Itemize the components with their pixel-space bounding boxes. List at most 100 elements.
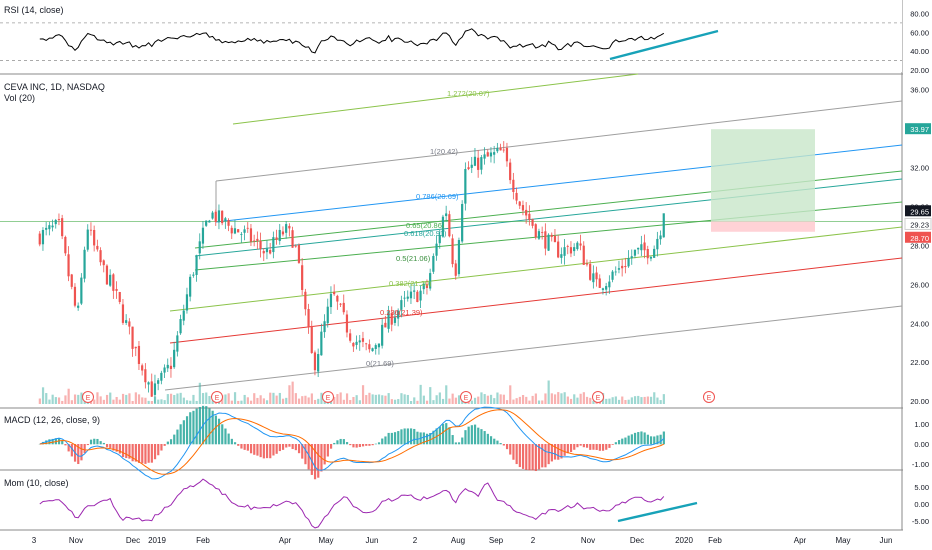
candle-body	[345, 314, 349, 333]
macd-histogram-bar	[358, 444, 361, 448]
candle-body	[301, 265, 304, 290]
volume-bar	[470, 400, 473, 404]
candle-body	[598, 278, 601, 288]
candle-body	[438, 235, 441, 244]
macd-histogram-bar	[569, 444, 573, 453]
volume-bar	[576, 397, 579, 404]
candle-body	[509, 162, 512, 181]
volume-bar	[54, 397, 57, 404]
volume-bar	[518, 396, 521, 404]
volume-bar	[611, 397, 614, 404]
candle-body	[515, 192, 518, 201]
volume-bar	[205, 392, 208, 404]
volume-bar	[61, 400, 64, 404]
candle-body	[333, 291, 336, 295]
candle-body	[525, 209, 528, 216]
macd-histogram-bar	[451, 435, 454, 445]
candle-body	[355, 341, 358, 345]
grid-lines	[0, 0, 932, 531]
volume-bar	[371, 394, 374, 404]
macd-histogram-bar	[48, 439, 51, 445]
volume-bar	[275, 395, 278, 404]
volume-bar	[505, 400, 509, 404]
earnings-marker-icon	[703, 391, 715, 403]
fib-label: 1(20.42)	[430, 147, 458, 156]
candle-body	[496, 147, 499, 152]
macd-histogram-bar	[400, 429, 403, 445]
candle-body	[189, 276, 192, 297]
volume-bar	[272, 392, 275, 404]
volume-bar	[563, 392, 566, 404]
price-panel[interactable]: 1.272(20.07) 1(20.42) 0.786(20.69) 0.65(20.…	[0, 73, 903, 404]
volume-bar	[541, 400, 544, 404]
price-tick: 26.00	[910, 280, 929, 289]
candle-body	[445, 213, 448, 217]
volume-bar	[243, 394, 246, 404]
candle-body	[243, 229, 246, 233]
time-label: Apr	[794, 536, 807, 545]
candle-body	[553, 235, 557, 243]
macd-histogram-bar	[605, 444, 608, 450]
macd-panel[interactable]: MACD (12, 26, close, 9)	[4, 405, 665, 480]
macd-histogram-bar	[477, 427, 480, 445]
stop-zone[interactable]	[711, 221, 815, 232]
candle-body	[617, 268, 621, 270]
time-axis[interactable]: 3 Nov Dec 2019 Feb Apr May Jun 2 Aug Sep 2 Nov Dec 202…	[32, 536, 893, 545]
candle-body	[493, 152, 496, 155]
macd-histogram-bar	[339, 438, 342, 445]
candle-body	[464, 169, 467, 204]
fib-channel[interactable]	[0, 73, 903, 391]
volume-bar	[528, 400, 531, 404]
macd-histogram-bar	[77, 444, 80, 465]
macd-histogram-bar	[301, 444, 304, 459]
volume-bar	[621, 396, 624, 404]
macd-histogram-bar	[118, 444, 121, 454]
candle-body	[182, 310, 185, 321]
candle-body	[579, 243, 582, 246]
candle-body	[413, 290, 416, 292]
volume-bar	[425, 400, 429, 404]
macd-histogram-bar	[185, 416, 189, 445]
volume-bar	[473, 397, 477, 404]
candle-body	[205, 220, 208, 226]
macd-histogram-bar	[211, 410, 214, 445]
price-tick: 20.00	[910, 397, 929, 406]
price-scale[interactable]: 80.0060.0040.0020.0036.0034.0032.0030.00…	[903, 0, 932, 550]
momentum-panel[interactable]: Mom (10, close)	[4, 478, 698, 529]
macd-histogram-bar	[189, 412, 192, 445]
volume-bar	[99, 396, 102, 404]
volume-bar	[349, 399, 352, 404]
macd-histogram-bar	[285, 444, 288, 448]
macd-histogram-bar	[169, 439, 173, 445]
macd-histogram-bar	[89, 439, 93, 445]
momentum-tick: 0.00	[914, 500, 929, 509]
rsi-panel[interactable]: RSI (14, close)	[0, 0, 902, 72]
volume-bar	[659, 400, 662, 404]
target-zone[interactable]	[711, 129, 815, 222]
macd-histogram-bar	[243, 444, 246, 450]
volume-bar	[67, 388, 70, 404]
macd-histogram-bar	[640, 431, 643, 445]
macd-histogram-bar	[70, 444, 73, 457]
price-badge	[905, 231, 931, 243]
candle-body	[288, 225, 291, 229]
volume-bar	[486, 395, 489, 404]
candle-body	[611, 271, 614, 280]
macd-histogram-bar	[105, 444, 109, 448]
volume-bar	[70, 400, 73, 404]
fib-label: 0.786(20.69)	[416, 192, 459, 201]
volume-bar	[141, 397, 144, 404]
volume-bar	[352, 396, 355, 404]
volume-bar	[169, 393, 173, 404]
macd-histogram-bar	[429, 433, 432, 445]
macd-histogram-bar	[576, 444, 579, 448]
volume-bar	[550, 393, 553, 404]
candle-body	[502, 149, 505, 151]
price-tick: 24.00	[910, 319, 929, 328]
volume-bar	[278, 392, 281, 404]
candle-body	[643, 242, 646, 251]
candle-body	[185, 294, 189, 311]
candle-body	[499, 147, 502, 151]
